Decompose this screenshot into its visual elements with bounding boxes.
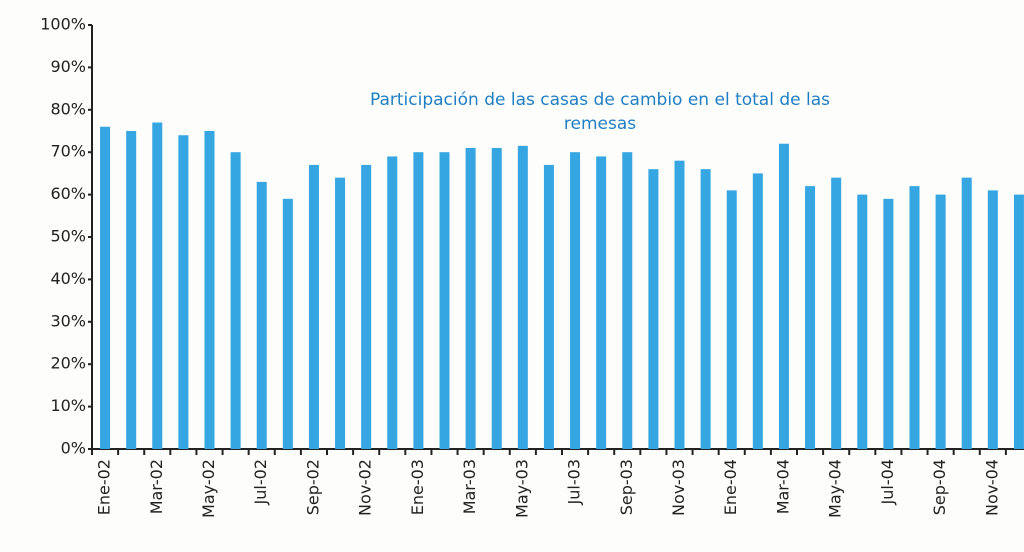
y-tick-label: 50%	[50, 227, 86, 246]
bar	[335, 177, 346, 449]
y-tick-label: 40%	[50, 269, 86, 288]
bar	[622, 152, 633, 449]
bar	[152, 122, 163, 450]
bar	[883, 198, 894, 449]
bar	[204, 131, 215, 449]
x-tick-label: May-03	[512, 459, 531, 518]
y-tick-label: 30%	[50, 311, 86, 330]
bar	[805, 186, 816, 449]
bar	[700, 169, 711, 449]
y-tick-label: 90%	[50, 57, 86, 76]
bar	[126, 131, 137, 449]
x-tick-label: Ene-03	[408, 459, 427, 515]
chart-title: Participación de las casas de cambio en …	[369, 90, 830, 134]
bar	[909, 186, 920, 449]
y-tick-label: 100%	[40, 15, 86, 34]
x-tick-label: Ene-02	[95, 459, 114, 515]
bar	[726, 190, 737, 450]
bar	[387, 156, 398, 449]
bar	[361, 164, 372, 450]
y-tick-label: 10%	[50, 396, 86, 415]
bar	[961, 177, 972, 449]
y-tick-label: 60%	[50, 184, 86, 203]
bar	[465, 147, 476, 449]
bar	[413, 152, 424, 449]
x-tick-label: Ene-04	[721, 459, 740, 515]
bar	[439, 152, 450, 449]
x-tick-label: Nov-04	[982, 459, 1001, 516]
x-tick-label: Nov-03	[669, 459, 688, 516]
x-tick-label: May-04	[826, 459, 845, 518]
bar	[648, 169, 659, 449]
x-tick-label: Jul-03	[565, 459, 584, 505]
bar	[256, 181, 267, 449]
bar	[517, 145, 528, 449]
bar	[308, 164, 319, 450]
x-tick-label: Sep-04	[930, 459, 949, 515]
bar	[935, 194, 946, 449]
bar	[857, 194, 868, 449]
bar	[491, 147, 502, 449]
bar	[752, 173, 763, 449]
bar	[778, 143, 789, 449]
bar	[596, 156, 607, 449]
x-tick-label: Jul-02	[251, 459, 270, 505]
x-tick-label: Nov-02	[356, 459, 375, 516]
x-tick-label: Jul-04	[878, 459, 897, 505]
bar	[987, 190, 998, 450]
bar	[674, 160, 685, 449]
x-tick-label: Mar-04	[773, 459, 792, 514]
bar	[831, 177, 842, 449]
bar	[1013, 194, 1024, 449]
x-tick-label: Mar-03	[460, 459, 479, 514]
x-tick-label: Sep-03	[617, 459, 636, 515]
x-tick-label: Sep-02	[303, 459, 322, 515]
bar	[570, 152, 581, 449]
x-tick-label: May-02	[199, 459, 218, 518]
y-tick-label: 0%	[61, 439, 86, 458]
y-tick-label: 70%	[50, 142, 86, 161]
bar	[100, 126, 111, 449]
bar	[543, 164, 554, 450]
x-tick-label: Mar-02	[147, 459, 166, 514]
y-tick-label: 80%	[50, 99, 86, 118]
y-tick-label: 20%	[50, 354, 86, 373]
bar	[282, 198, 293, 449]
bar	[230, 152, 241, 449]
bar	[178, 135, 189, 450]
